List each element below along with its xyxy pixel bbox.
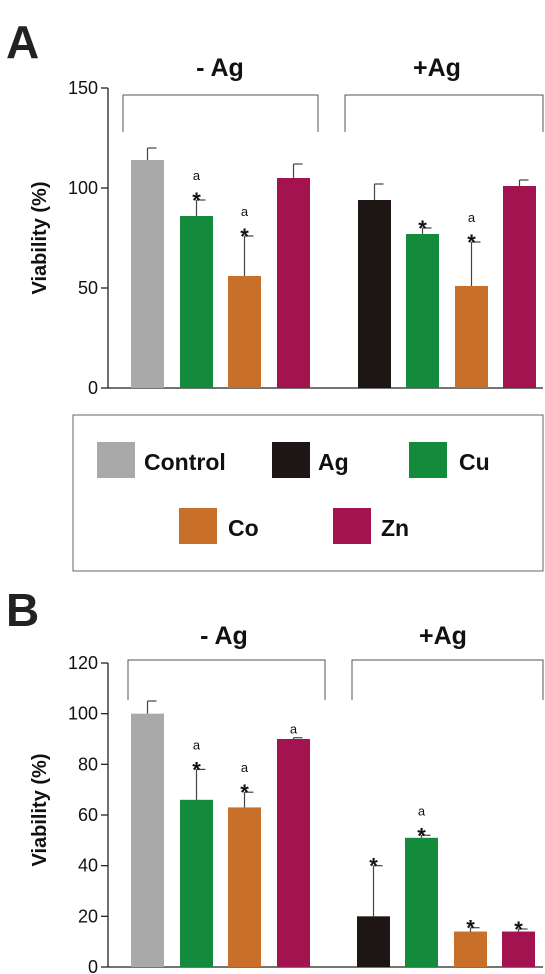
legend-label-zn: Zn [381,515,409,541]
significance-star: * [240,224,249,249]
legend-border [72,414,544,572]
bar-cu [180,216,213,388]
annotation-label: a [290,722,298,737]
legend-label-co: Co [228,515,259,541]
bar-co [455,286,488,388]
legend-swatch-control [97,442,135,478]
y-tick-label: 50 [78,278,98,298]
bar-cu [406,234,439,388]
significance-star: * [466,916,475,941]
significance-star: * [514,917,523,942]
y-tick-label: 150 [68,78,98,98]
panel-letter-b: B [6,584,39,636]
bar-ag [357,916,390,967]
annotation-label: a [468,210,476,225]
legend-swatch-ag [272,442,310,478]
group-label-plus-ag-a: +Ag [413,54,461,82]
significance-star: * [192,757,201,782]
y-axis-label-b: Viability (%) [29,754,51,867]
group-bracket [127,659,326,700]
y-tick-label: 40 [78,856,98,876]
significance-star: * [467,230,476,255]
annotation-label: a [193,737,201,752]
bar-zn [502,931,535,967]
legend-swatch-zn [333,508,371,544]
annotation-label: a [241,204,249,219]
y-axis-label-a: Viability (%) [29,182,51,295]
significance-star: * [240,780,249,805]
group-label-minus-ag-b: - Ag [200,622,248,650]
bar-zn [277,178,310,388]
significance-star: * [192,188,201,213]
bar-control [131,160,164,388]
y-tick-label: 120 [68,653,98,673]
group-bracket [351,659,544,700]
y-tick-label: 100 [68,178,98,198]
bar-zn [503,186,536,388]
bar-zn [277,739,310,967]
y-tick-label: 0 [88,378,98,398]
y-tick-label: 80 [78,754,98,774]
legend: Control Ag Cu Co Zn [72,414,544,572]
annotation-label: a [418,803,426,818]
significance-star: * [418,216,427,241]
annotation-label: a [241,760,249,775]
legend-swatch-cu [409,442,447,478]
annotation-label: a [193,168,201,183]
legend-swatch-co [179,508,217,544]
bar-cu [180,799,213,967]
significance-star: * [369,854,378,879]
bar-co [228,807,261,967]
y-tick-label: 60 [78,805,98,825]
y-tick-label: 20 [78,906,98,926]
group-bracket [344,94,544,132]
bar-co [454,931,487,967]
y-tick-label: 100 [68,704,98,724]
legend-label-cu: Cu [459,449,490,475]
bar-control [131,713,164,967]
bar-cu [405,837,438,967]
panel-a: A - Ag +Ag Viability (%) 0 50 100 150 * a * a * *… [6,16,544,398]
group-bracket [122,94,319,132]
legend-label-ag: Ag [318,449,349,475]
panel-b: B - Ag +Ag Viability (%) 0 20 40 60 80 100 120… [6,584,544,974]
panel-letter-a: A [6,16,39,68]
significance-star: * [417,823,426,848]
legend-label-control: Control [144,449,226,475]
y-tick-label: 0 [88,957,98,974]
group-label-minus-ag-a: - Ag [196,54,244,82]
bar-ag [358,200,391,388]
group-label-plus-ag-b: +Ag [419,622,467,650]
bar-co [228,276,261,388]
